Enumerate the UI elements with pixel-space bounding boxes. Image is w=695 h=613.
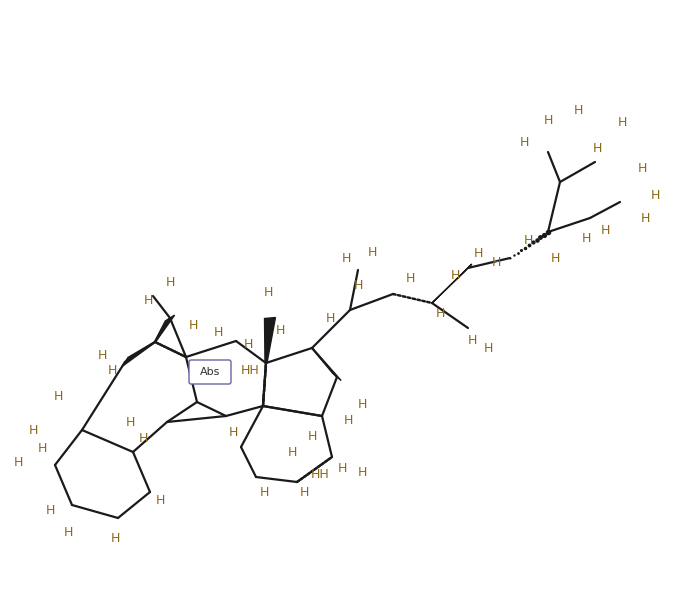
Text: H: H [353,278,363,292]
Polygon shape [122,341,156,367]
Text: H: H [581,232,591,245]
Text: H: H [325,311,335,324]
Text: H: H [229,425,238,438]
Text: H: H [357,465,367,479]
Text: H: H [405,272,415,284]
Text: HH: HH [311,468,329,481]
Text: H: H [341,251,351,264]
Text: H: H [307,430,317,443]
Text: H: H [138,432,148,444]
Polygon shape [311,348,341,381]
Text: H: H [550,251,559,264]
Text: H: H [651,189,660,202]
Text: H: H [213,326,222,338]
Text: H: H [450,268,459,281]
Text: H: H [573,104,582,116]
Text: H: H [473,246,483,259]
Text: H: H [637,161,646,175]
Text: H: H [28,424,38,436]
Text: H: H [143,294,153,306]
Text: H: H [343,414,352,427]
Text: H: H [357,398,367,411]
Polygon shape [154,315,174,343]
Text: H: H [467,333,477,346]
Text: H: H [435,306,445,319]
Text: H: H [63,525,73,538]
Text: H: H [111,531,120,544]
Text: H: H [155,493,165,506]
Text: H: H [523,234,532,246]
Text: H: H [483,341,493,354]
Text: H: H [640,211,650,224]
Text: H: H [188,319,197,332]
Text: H: H [97,349,107,362]
Text: H: H [519,135,529,148]
Text: H: H [263,286,272,299]
Text: Abs: Abs [200,367,220,377]
Text: H: H [275,324,285,337]
Text: H: H [125,416,135,430]
Text: HH: HH [240,364,259,376]
Text: H: H [38,441,47,454]
Polygon shape [265,318,275,363]
FancyBboxPatch shape [189,360,231,384]
Text: H: H [165,275,174,289]
Text: H: H [337,462,347,474]
Text: H: H [600,224,610,237]
Text: H: H [617,115,627,129]
Text: H: H [243,338,253,351]
Text: H: H [592,142,602,154]
Text: H: H [107,364,117,376]
Text: H: H [45,503,55,517]
Text: H: H [300,485,309,498]
Text: H: H [287,446,297,459]
Text: H: H [13,457,23,470]
Text: H: H [259,485,269,498]
Text: H: H [54,389,63,403]
Text: H: H [491,256,500,268]
Polygon shape [432,264,472,303]
Text: H: H [368,245,377,259]
Text: H: H [543,113,553,126]
